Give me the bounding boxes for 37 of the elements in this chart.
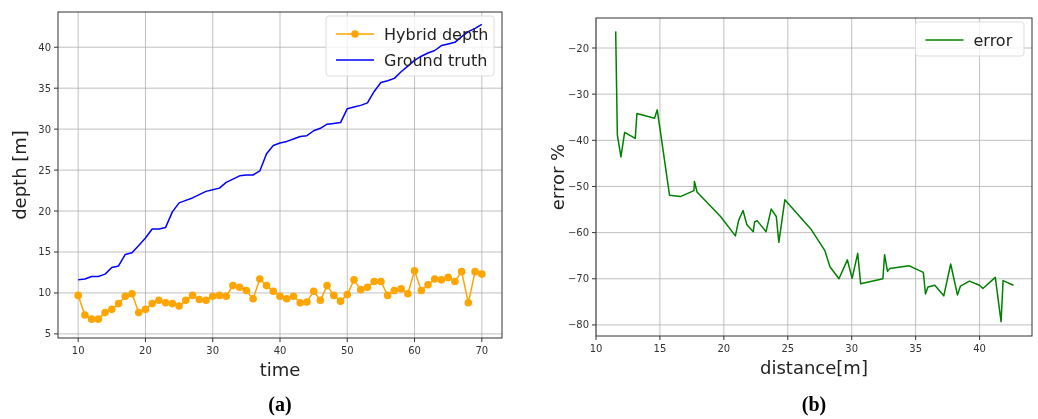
x-tick-label: 30 (845, 343, 859, 354)
y-tick-label: −50 (567, 180, 589, 192)
y-tick-label: −60 (567, 227, 589, 239)
y-tick-label: 20 (38, 205, 51, 217)
x-tick-label: 10 (589, 343, 603, 354)
legend-label: error (973, 30, 1013, 50)
y-tick-label: 10 (38, 287, 51, 299)
x-tick-label: 25 (781, 343, 795, 354)
x-tick-label: 10 (71, 345, 85, 356)
text: (a) (268, 393, 292, 416)
y-tick-label: −20 (567, 42, 589, 54)
y-tick-label: −30 (567, 88, 589, 100)
y-tick-label: 15 (38, 246, 51, 258)
x-axis-title: distance[m] (760, 357, 868, 378)
y-tick-label: 40 (38, 41, 51, 53)
y-tick-label: −70 (567, 273, 589, 285)
y-axis-title: depth [m] (9, 130, 30, 220)
x-tick-label: 40 (273, 345, 287, 356)
line-series (614, 30, 1015, 323)
text: (b) (801, 393, 827, 416)
x-tick-label: 20 (139, 345, 152, 356)
x-tick-label: 50 (340, 345, 354, 356)
y-axis-title: error % (547, 143, 568, 211)
x-tick-label: 15 (653, 343, 667, 354)
x-tick-label: 30 (206, 345, 220, 356)
x-tick-label: 70 (475, 345, 489, 356)
x-tick-label: 35 (909, 343, 923, 354)
y-tick-label: −40 (567, 134, 589, 146)
y-tick-label: 30 (38, 123, 51, 135)
x-tick-label: 40 (973, 343, 986, 354)
y-tick-label: 5 (44, 328, 51, 340)
y-tick-label: 35 (38, 82, 51, 94)
x-tick-label: 60 (408, 345, 421, 356)
x-axis-title: time (259, 359, 301, 380)
y-tick-label: −80 (567, 319, 589, 331)
y-tick-label: 25 (38, 164, 51, 176)
x-tick-label: 20 (717, 343, 731, 354)
